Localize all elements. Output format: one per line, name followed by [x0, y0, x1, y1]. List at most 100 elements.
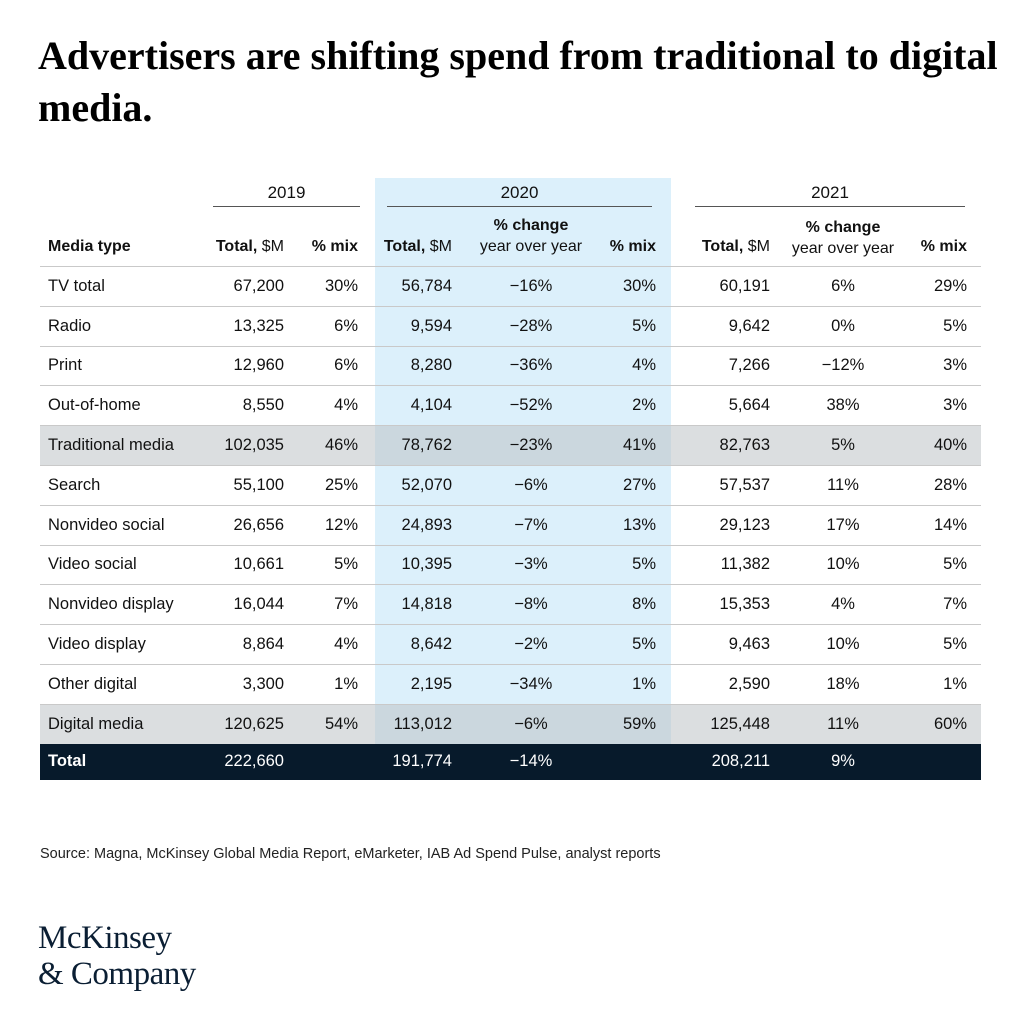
cell-2019-mix — [290, 744, 358, 780]
cell-media-type: Out-of-home — [48, 396, 141, 415]
cell-2021-change: 4% — [831, 595, 855, 614]
cell-2021-total: 5,664 — [728, 396, 770, 415]
cell-2021-total: 57,537 — [719, 475, 770, 494]
cell-2019-mix: 4% — [334, 396, 358, 415]
cell-2020-mix: 27% — [622, 475, 656, 494]
table-row: Print 12,960 6% 8,280 −36% 4% 7,266 −12% 3% — [40, 345, 981, 386]
cell-media-type: Search — [48, 475, 101, 494]
cell-2020-mix: 4% — [632, 356, 656, 375]
cell-2020-change: −7% — [514, 515, 548, 534]
cell-2020-mix: 8% — [632, 595, 656, 614]
cell-2020-mix: 1% — [632, 674, 656, 693]
cell-2020-total: 9,594 — [410, 316, 452, 335]
cell-2021-total: 7,266 — [728, 356, 770, 375]
subtotal-row: Traditional media 102,035 46% 78,762 −23% 41%… — [40, 425, 981, 465]
cell-2019-total: 3,300 — [242, 674, 284, 693]
cell-2020-change: −2% — [514, 635, 548, 654]
cell-2020-total: 8,280 — [410, 356, 452, 375]
cell-2021-total: 82,763 — [719, 436, 770, 455]
cell-2020-total: 52,070 — [401, 475, 452, 494]
cell-2021-change: 9% — [831, 752, 855, 771]
cell-2020-change: −8% — [514, 595, 548, 614]
cell-2019-total: 120,625 — [224, 714, 284, 733]
cell-media-type: Nonvideo social — [48, 515, 165, 534]
cell-2021-mix — [900, 744, 967, 780]
cell-2021-total: 60,191 — [719, 276, 770, 295]
cell-2019-total: 67,200 — [233, 276, 284, 295]
cell-2019-mix: 5% — [334, 555, 358, 574]
cell-2020-change: −52% — [509, 396, 553, 415]
cell-2021-change: 6% — [831, 276, 855, 295]
header-change-bottom: year over year — [479, 238, 583, 255]
cell-media-type: Video social — [48, 555, 137, 574]
cell-2021-total: 9,463 — [728, 635, 770, 654]
cell-2020-mix: 30% — [622, 276, 656, 295]
header-media-type: Media type — [48, 238, 131, 255]
company-logo: McKinsey & Company — [38, 920, 196, 992]
table-row: Other digital 3,300 1% 2,195 −34% 1% 2,590 18% 1… — [40, 663, 981, 704]
logo-line-2: & Company — [38, 956, 196, 992]
cell-2021-change: 10% — [826, 555, 860, 574]
header-total-bold: Total, — [383, 238, 426, 255]
cell-2020-mix — [590, 744, 656, 780]
cell-2019-mix: 25% — [324, 475, 358, 494]
cell-2021-change: 5% — [831, 436, 855, 455]
header-2021-change: % change year over year — [780, 217, 906, 259]
cell-2019-total: 13,325 — [233, 316, 284, 335]
logo-line-1: McKinsey — [38, 920, 172, 956]
cell-2019-total: 12,960 — [233, 356, 284, 375]
cell-2019-total: 102,035 — [224, 436, 284, 455]
cell-2019-mix: 4% — [334, 635, 358, 654]
cell-2021-total: 2,590 — [728, 674, 770, 693]
cell-2021-change: 17% — [826, 515, 860, 534]
header-total-unit: $M — [743, 238, 770, 255]
cell-2019-total: 8,550 — [242, 396, 284, 415]
cell-2019-total: 16,044 — [233, 595, 284, 614]
cell-2021-mix: 1% — [943, 674, 967, 693]
cell-2020-change: −16% — [509, 276, 553, 295]
cell-2019-mix: 12% — [324, 515, 358, 534]
header-2019-total: Total, $M — [180, 238, 284, 256]
cell-2021-mix: 28% — [933, 475, 967, 494]
table-row: Nonvideo social 26,656 12% 24,893 −7% 13% 29,1… — [40, 504, 981, 545]
header-2021-mix: % mix — [920, 238, 967, 255]
cell-2020-mix: 13% — [622, 515, 656, 534]
cell-2021-total: 15,353 — [719, 595, 770, 614]
cell-2021-change: 18% — [826, 674, 860, 693]
cell-2019-mix: 1% — [334, 674, 358, 693]
cell-2021-change: 11% — [827, 714, 859, 733]
header-total-bold: Total, — [215, 238, 258, 255]
header-total-unit: $M — [425, 238, 452, 255]
cell-2021-change: −12% — [821, 356, 865, 375]
header-total-unit: $M — [257, 238, 284, 255]
total-row: Total 222,660 191,774 −14% 208,211 9% — [40, 743, 981, 780]
cell-2020-change: −23% — [509, 436, 553, 455]
cell-2020-change: −6% — [514, 714, 548, 733]
cell-2020-total: 2,195 — [410, 674, 452, 693]
year-2020-rule — [387, 206, 652, 207]
cell-2019-mix: 54% — [324, 714, 358, 733]
table-row: Video social 10,661 5% 10,395 −3% 5% 11,382 10%… — [40, 544, 981, 585]
year-2021-rule — [695, 206, 965, 207]
cell-media-type: Other digital — [48, 674, 137, 693]
header-2019-mix: % mix — [311, 238, 358, 255]
cell-2020-mix: 5% — [632, 555, 656, 574]
cell-2020-total: 78,762 — [401, 436, 452, 455]
table-row: Nonvideo display 16,044 7% 14,818 −8% 8% 15,35… — [40, 584, 981, 624]
table-row: Radio 13,325 6% 9,594 −28% 5% 9,642 0% 5% — [40, 305, 981, 346]
cell-media-type: Video display — [48, 635, 146, 654]
cell-2021-mix: 40% — [933, 436, 967, 455]
cell-2021-mix: 7% — [943, 595, 967, 614]
cell-2021-mix: 3% — [943, 396, 967, 415]
cell-2020-total: 8,642 — [410, 635, 452, 654]
cell-media-type: Total — [48, 752, 87, 771]
year-2019-label: 2019 — [267, 183, 306, 202]
cell-2020-total: 113,012 — [393, 714, 452, 733]
year-2019-rule — [213, 206, 360, 207]
cell-media-type: Print — [48, 356, 82, 375]
cell-2020-change: −6% — [514, 475, 548, 494]
cell-media-type: Radio — [48, 316, 92, 335]
cell-2020-total: 10,395 — [401, 555, 452, 574]
cell-media-type: Nonvideo display — [48, 595, 174, 614]
cell-2019-mix: 6% — [334, 356, 358, 375]
